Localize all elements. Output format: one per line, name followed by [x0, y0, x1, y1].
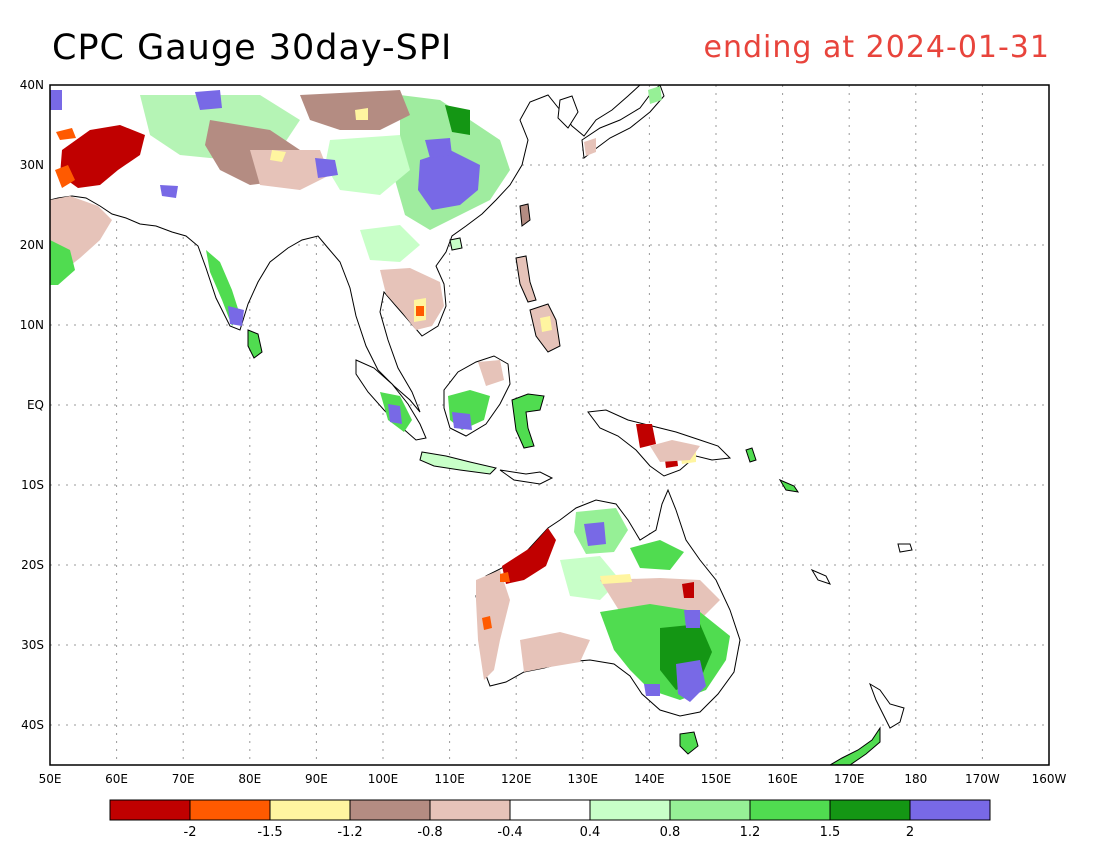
lat-tick-label: 20S [21, 558, 44, 572]
map-title: CPC Gauge 30day-SPI [52, 28, 453, 68]
legend-swatch [349, 799, 431, 821]
legend-label: 2 [906, 825, 914, 840]
lon-tick-label: 80E [238, 772, 261, 786]
lat-tick-label: 30S [21, 638, 44, 652]
lon-tick-label: 50E [39, 772, 62, 786]
lon-tick-label: 130E [568, 772, 599, 786]
legend-label: 0.4 [580, 825, 601, 840]
legend-label: -1.2 [337, 825, 362, 840]
legend-swatch [909, 799, 991, 821]
lon-tick-label: 100E [368, 772, 399, 786]
lon-tick-label: 160E [767, 772, 798, 786]
lon-tick-label: 60E [105, 772, 128, 786]
legend-swatch [429, 799, 511, 821]
lat-tick-label: 40N [20, 78, 44, 92]
borneo [443, 355, 511, 437]
lat-tick-label: EQ [27, 398, 44, 412]
legend-swatch [749, 799, 831, 821]
sri-lanka [247, 329, 263, 359]
lat-tick-label: 10N [20, 318, 44, 332]
lon-tick-label: 170W [965, 772, 1000, 786]
sulawesi [511, 393, 545, 449]
lat-tick-label: 30N [20, 158, 44, 172]
lon-tick-label: 90E [305, 772, 328, 786]
lat-tick-label: 40S [21, 718, 44, 732]
color-legend: -2 -1.5 -1.2 -0.8 -0.4 0.4 0.8 1.2 1.5 2 [109, 799, 991, 840]
new-guinea [587, 409, 732, 477]
spi-field [50, 85, 913, 765]
legend-swatch [509, 799, 591, 821]
lat-tick-label: 10S [21, 478, 44, 492]
legend-label: 1.5 [820, 825, 841, 840]
legend-label: 1.2 [740, 825, 761, 840]
new-zealand [829, 682, 905, 765]
japan-korea [557, 85, 665, 159]
lon-tick-label: 170E [834, 772, 865, 786]
sumatra [355, 359, 427, 441]
lon-tick-label: 110E [434, 772, 465, 786]
asia-mainland [50, 85, 641, 413]
hainan [449, 237, 463, 251]
legend-swatch [589, 799, 671, 821]
legend-label: 0.8 [660, 825, 681, 840]
legend-label: -0.8 [417, 825, 442, 840]
legend-swatch [269, 799, 351, 821]
legend-swatch [669, 799, 751, 821]
lon-tick-label: 140E [634, 772, 665, 786]
pacific-islands [745, 447, 913, 585]
lat-tick-label: 20N [20, 238, 44, 252]
lon-tick-label: 160W [1032, 772, 1067, 786]
taiwan [519, 203, 531, 227]
legend-label: -2 [184, 825, 197, 840]
legend-swatch [109, 799, 191, 821]
legend-label: -0.4 [497, 825, 522, 840]
lon-tick-label: 120E [501, 772, 532, 786]
tasmania [679, 731, 699, 755]
lon-tick-label: 150E [701, 772, 732, 786]
australia [475, 488, 741, 717]
legend-label: -1.5 [257, 825, 282, 840]
lon-tick-label: 180 [904, 772, 927, 786]
lon-tick-label: 70E [172, 772, 195, 786]
latitude-labels: 40N 30N 20N 10N EQ 10S 20S 30S 40S [20, 78, 44, 732]
map-frame [49, 84, 1050, 766]
legend-swatch [189, 799, 271, 821]
philippines [515, 255, 561, 353]
java-lesser-sunda [419, 451, 554, 485]
date-label: ending at 2024-01-31 [703, 30, 1050, 65]
longitude-labels: 50E 60E 70E 80E 90E 100E 110E 120E 130E 140E 150E 1… [39, 772, 1067, 786]
legend-swatch [829, 799, 911, 821]
